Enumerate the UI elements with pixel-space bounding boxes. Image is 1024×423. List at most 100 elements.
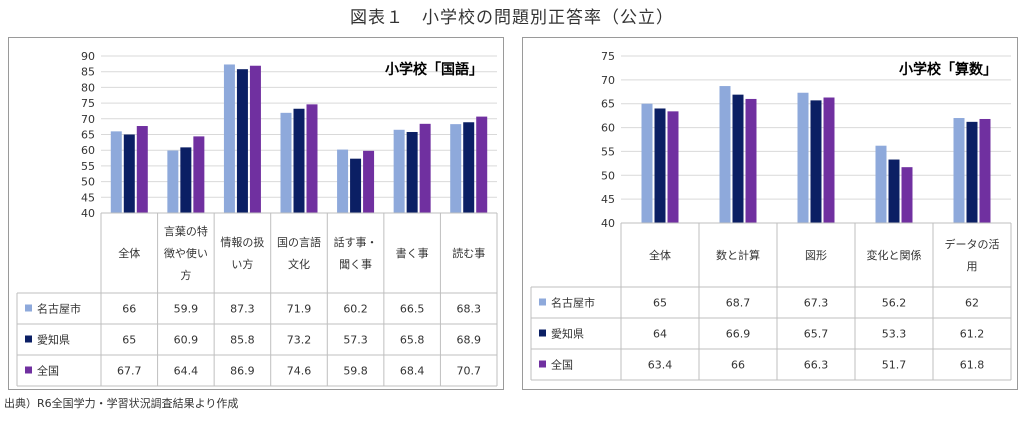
bar [875,145,887,223]
bar [136,126,148,213]
data-label: 61.8 [960,359,985,372]
y-tick-label: 65 [601,98,615,111]
bar [463,122,475,213]
bar [667,111,679,223]
data-label: 63.4 [648,359,673,372]
bar [110,131,122,213]
y-tick-label: 80 [81,81,95,94]
bar [280,112,292,213]
data-label: 61.2 [960,328,985,341]
x-tick-label: 書く事 [396,246,429,260]
bar [888,159,900,223]
x-tick-label: 聞く事 [339,258,372,271]
x-tick-label: 国の言語 [277,235,321,249]
data-label: 66.3 [804,359,829,372]
y-tick-label: 55 [81,160,95,173]
x-tick-label: 読む事 [452,246,485,260]
bar [419,123,431,213]
bar [719,86,731,223]
data-label: 67.3 [804,297,829,310]
data-label: 59.9 [174,303,199,316]
data-label: 53.3 [882,328,907,341]
y-tick-label: 75 [81,97,95,110]
x-tick-label: 言葉の特 [164,224,208,238]
y-tick-label: 60 [601,122,615,135]
data-label: 66 [731,359,745,372]
bar [350,158,362,213]
data-label: 60.9 [174,334,199,347]
page-title: 図表１ 小学校の問題別正答率（公立） [350,8,674,28]
legend-swatch [25,366,32,374]
chart-panel-sansu: 40 45 50 55 60 65 70 75 全体 数と計算 図形 変化と関係 データの活用名古屋市 6… [522,37,1018,390]
legend-swatch [25,335,32,343]
bar [123,134,135,213]
data-label: 68.3 [456,303,481,316]
data-label: 64 [653,328,667,341]
legend-label: 名古屋市 [551,296,595,310]
bar [979,118,991,223]
data-label: 85.8 [230,334,255,347]
data-label: 74.6 [287,365,312,378]
data-label: 57.3 [343,334,368,347]
x-tick-label: 変化と関係 [867,248,922,262]
data-label: 56.2 [882,297,907,310]
x-tick-label: 全体 [649,248,671,262]
bar [654,108,666,223]
x-tick-label: 文化 [288,257,310,271]
legend-swatch [539,329,546,337]
data-label: 60.2 [343,303,368,316]
x-tick-label: 数と計算 [716,248,760,262]
bar [236,69,248,213]
legend-label: 名古屋市 [37,302,81,316]
bar [745,98,757,223]
chart-title: 小学校「算数」 [899,61,997,78]
data-label: 51.7 [882,359,907,372]
bar [901,167,913,223]
chart-title: 小学校「国語」 [385,61,483,78]
x-tick-label: 全体 [118,246,140,260]
bar [476,116,488,213]
bar [810,100,822,223]
x-tick-label: 方 [180,268,191,282]
data-label: 59.8 [343,365,368,378]
data-label: 73.2 [287,334,312,347]
data-label: 66 [122,303,136,316]
bar [249,65,261,213]
data-label: 65 [653,297,667,310]
bar [293,108,305,213]
source-note: 出典）R6全国学力・学習状況調査結果より作成 [4,397,239,410]
y-tick-label: 75 [601,50,615,63]
bar [337,149,349,213]
bar [223,64,235,213]
bar [641,103,653,223]
data-label: 68.7 [726,297,751,310]
y-tick-label: 60 [81,144,95,157]
x-tick-label: 徴や使い [164,246,208,260]
data-label: 70.7 [456,365,481,378]
bar [732,94,744,223]
y-tick-label: 45 [601,193,615,206]
y-tick-label: 50 [81,176,95,189]
y-tick-label: 70 [81,113,95,126]
bar [406,131,418,213]
data-label: 87.3 [230,303,255,316]
bar [966,121,978,223]
y-tick-label: 90 [81,50,95,63]
chart-panel-kokugo: 40 45 50 55 60 65 70 75 80 85 90 全体 言葉の特 徴や使い方 情報の扱 い方 国… [8,37,504,390]
data-label: 71.9 [287,303,312,316]
y-tick-label: 50 [601,169,615,182]
data-label: 68.9 [456,334,481,347]
data-label: 66.9 [726,328,751,341]
x-tick-label: 用 [967,260,978,273]
y-tick-label: 40 [601,217,615,230]
data-label: 68.4 [400,365,425,378]
legend-label: 愛知県 [37,333,70,347]
bar [450,124,462,213]
bar [306,104,318,213]
data-label: 65.7 [804,328,829,341]
data-label: 62 [965,297,979,310]
y-tick-label: 45 [81,191,95,204]
bar [180,147,192,213]
